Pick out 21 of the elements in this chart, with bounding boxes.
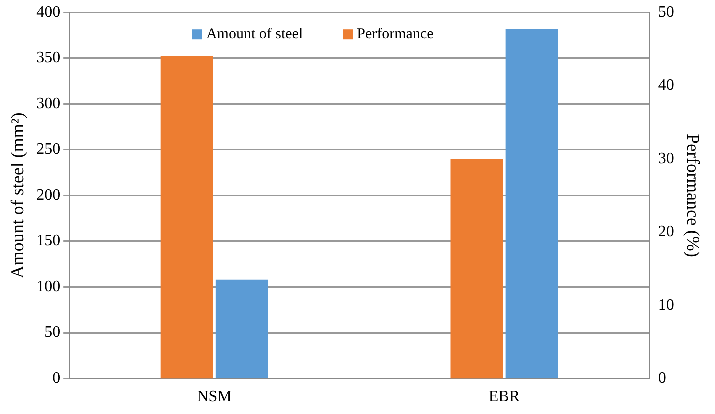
y-tick-label: 50 <box>44 324 61 342</box>
x-tick-label: EBR <box>488 388 520 406</box>
y2-tick-label: 40 <box>658 77 674 94</box>
y-tick-label: 400 <box>36 4 61 21</box>
y-axis-title: Amount of steel (mm²) <box>8 112 28 279</box>
legend-label: Performance <box>357 26 434 43</box>
y2-tick-label: 0 <box>658 370 666 388</box>
y2-tick-label: 20 <box>658 224 674 241</box>
y2-tick-label: 30 <box>658 150 674 168</box>
y-tick-label: 150 <box>36 232 61 250</box>
y2-axis-title: Performance (%) <box>683 134 704 258</box>
y-tick-label: 350 <box>36 50 61 67</box>
x-tick-label: NSM <box>197 388 232 406</box>
y-tick-label: 100 <box>36 278 61 296</box>
y-tick-label: 0 <box>52 370 61 388</box>
y-tick-label: 250 <box>36 141 61 158</box>
y2-tick-label: 50 <box>658 4 674 21</box>
y2-tick-label: 10 <box>658 296 674 314</box>
y-tick-label: 300 <box>36 95 61 112</box>
y-tick-label: 200 <box>36 186 61 204</box>
legend-label: Amount of steel <box>206 26 304 43</box>
